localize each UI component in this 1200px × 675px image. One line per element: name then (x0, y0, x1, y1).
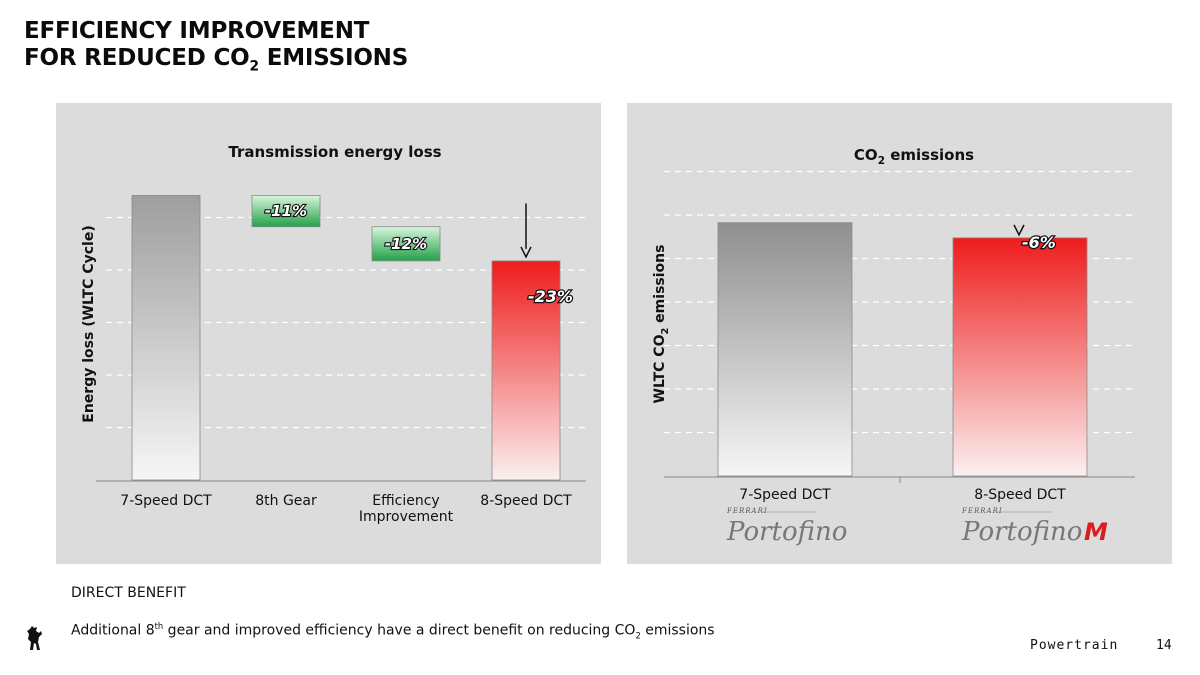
car-model-suffix: M (1084, 518, 1108, 546)
change-arrow-head (520, 246, 532, 259)
total-change-label: -23% (528, 287, 573, 306)
bar (717, 222, 853, 477)
section-label: Powertrain (1030, 638, 1119, 653)
bar (371, 226, 441, 262)
prancing-horse-icon (27, 626, 42, 650)
energy-loss-chart-panel: Transmission energy loss Energy loss (WLT… (56, 103, 601, 564)
x-tick-label: Efficiency (372, 493, 439, 509)
bar (251, 195, 321, 228)
chart-title: Transmission energy loss (228, 143, 441, 161)
car-model-label: Portofino (961, 517, 1082, 547)
bar (491, 260, 561, 481)
car-model-label: Portofino (726, 517, 847, 547)
y-axis-label: WLTC CO2 emissions (652, 245, 671, 404)
car-brand-label: FERRARI (726, 507, 768, 515)
change-label: -6% (1022, 233, 1056, 252)
bar-label: -12% (385, 235, 427, 253)
bar (131, 195, 201, 481)
bar-label: -11% (265, 202, 307, 220)
change-arrow-head (1013, 224, 1025, 237)
title-line-2: FOR REDUCED CO2 EMISSIONS (24, 45, 409, 75)
title-line-1: EFFICIENCY IMPROVEMENT (24, 18, 370, 44)
x-tick-label: 8-Speed DCT (480, 493, 572, 509)
y-axis-label: Energy loss (WLTC Cycle) (81, 225, 97, 422)
x-tick-label: 8-Speed DCT (974, 487, 1066, 503)
page-number: 14 (1156, 638, 1172, 653)
footer-text: Additional 8th gear and improved efficie… (71, 621, 715, 641)
x-tick-label: 7-Speed DCT (120, 493, 212, 509)
bar (952, 237, 1088, 477)
co2-emissions-chart: CO2 emissions WLTC CO2 emissions 7-Speed D… (652, 146, 1135, 547)
x-tick-label: 7-Speed DCT (739, 487, 831, 503)
co2-emissions-chart-panel: CO2 emissions WLTC CO2 emissions 7-Speed D… (627, 103, 1172, 564)
car-brand-label: FERRARI (961, 507, 1003, 515)
footer-heading: DIRECT BENEFIT (71, 585, 186, 601)
page-title: EFFICIENCY IMPROVEMENT FOR REDUCED CO2 E… (24, 18, 408, 81)
x-tick-label: Improvement (359, 509, 454, 525)
x-tick-label: 8th Gear (255, 493, 317, 509)
chart-title: CO2 emissions (854, 146, 974, 167)
energy-loss-chart: Transmission energy loss Energy loss (WLT… (81, 143, 586, 525)
